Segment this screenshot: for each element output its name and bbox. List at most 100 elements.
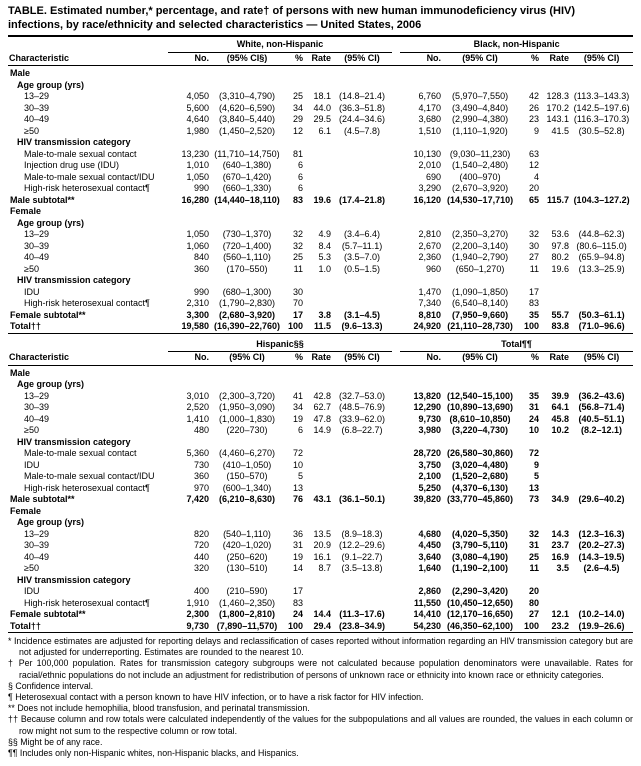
footnote-text: Heterosexual contact with a person known… xyxy=(15,692,424,703)
column-gap xyxy=(392,103,400,115)
ci-cell xyxy=(210,206,284,218)
no-cell xyxy=(168,437,210,449)
ci-cell: (104.3–127.2) xyxy=(573,194,630,205)
no-cell: 12,290 xyxy=(413,402,441,412)
column-gap xyxy=(392,494,400,506)
no-cell: 5,250 xyxy=(418,482,441,493)
col-header-ci: (95% CI) xyxy=(442,351,518,366)
row-label: IDU xyxy=(24,586,40,596)
rate-cell: 39.9 xyxy=(551,390,569,401)
no-cell xyxy=(168,379,210,391)
ci-cell: (14.3–19.5) xyxy=(578,551,625,562)
ci-cell: (4.5–7.8) xyxy=(344,125,381,136)
table-row: Male-to-male sexual contact/IDU 1,050 (670… xyxy=(8,172,633,184)
col-header-percent: % xyxy=(518,351,540,366)
ci-cell xyxy=(210,575,284,587)
row-label: Male-to-male sexual contact xyxy=(24,148,137,159)
no-cell xyxy=(168,80,210,92)
table-row: HIV transmission category xyxy=(8,137,633,149)
percent-cell: 83 xyxy=(292,194,303,205)
ci-cell xyxy=(332,183,392,195)
table-row: HIV transmission category xyxy=(8,437,633,449)
column-gap xyxy=(392,91,400,103)
ci-cell: (8,610–10,850) xyxy=(449,413,511,424)
ci-cell: (1,950–3,090) xyxy=(218,402,276,412)
no-cell: 1,410 xyxy=(186,413,209,424)
footnote-text: Might be of any race. xyxy=(20,736,103,747)
rate-cell xyxy=(304,437,332,449)
no-cell: 1,470 xyxy=(418,286,442,297)
table-panel-hispanic-total: Hispanic§§ Total¶¶ Characteristic No. (95% C… xyxy=(8,336,634,633)
col-header-percent: % xyxy=(284,52,304,66)
ci-cell: (730–1,370) xyxy=(222,229,272,239)
ci-cell: (9,030–11,230) xyxy=(449,148,511,159)
no-cell xyxy=(400,275,442,287)
footnote: §§ Might be of any race. xyxy=(8,737,633,748)
rate-cell: 83.8 xyxy=(551,321,570,331)
footnote: †† Because column and row totals were ca… xyxy=(8,714,633,736)
no-cell: 3,010 xyxy=(186,390,209,401)
no-cell: 320 xyxy=(193,563,209,573)
ci-cell: (11,710–14,750) xyxy=(214,148,280,159)
table-row: ≥50 320 (130–510) 14 8.7 (3.5–13.8) 1,640 (1,19… xyxy=(8,563,633,575)
table-row: Age group (yrs) xyxy=(8,517,633,529)
ci-cell xyxy=(210,506,284,518)
no-cell: 1,060 xyxy=(186,240,209,251)
percent-cell: 13 xyxy=(292,482,303,493)
ci-cell: (3.5–13.8) xyxy=(341,563,383,573)
no-cell xyxy=(400,575,442,587)
no-cell: 3,290 xyxy=(418,183,442,193)
column-gap xyxy=(392,321,400,333)
ci-cell: (3,080–4,190) xyxy=(451,551,509,562)
rate-cell xyxy=(540,575,570,587)
row-label: Age group (yrs) xyxy=(17,79,85,90)
ci-cell: (3.5–7.0) xyxy=(344,252,381,262)
column-gap xyxy=(392,540,400,552)
col-header-no: No. xyxy=(400,351,442,366)
ci-cell: (1,460–2,350) xyxy=(218,597,276,608)
no-cell: 840 xyxy=(193,252,209,262)
column-gap xyxy=(392,195,400,207)
no-cell: 1,050 xyxy=(186,229,209,239)
column-gap xyxy=(392,506,400,518)
percent-cell: 41 xyxy=(292,390,303,401)
row-label: 30–39 xyxy=(24,540,50,550)
column-gap xyxy=(392,529,400,541)
ci-cell: (3,220–4,730) xyxy=(451,425,509,435)
rate-cell xyxy=(304,598,332,610)
ci-cell xyxy=(332,586,392,598)
rate-cell xyxy=(540,517,570,529)
table-row: Female subtotal** 3,300 (2,680–3,920) 17 3.8… xyxy=(8,310,633,322)
ci-cell: (2,290–3,420) xyxy=(451,586,509,596)
column-gap xyxy=(392,218,400,230)
ci-cell: (150–570) xyxy=(226,471,268,481)
rate-cell: 41.5 xyxy=(551,125,570,136)
rate-cell: 8.4 xyxy=(318,240,331,251)
percent-cell xyxy=(284,275,304,287)
no-cell: 400 xyxy=(193,586,209,596)
ci-cell: (1,190–2,100) xyxy=(451,563,509,573)
no-cell xyxy=(400,437,442,449)
ci-cell: (1,520–2,680) xyxy=(451,471,509,481)
no-cell: 7,340 xyxy=(418,298,442,308)
ci-cell xyxy=(210,437,284,449)
rate-cell xyxy=(540,172,570,184)
row-label: ≥50 xyxy=(24,263,39,274)
row-label: Male-to-male sexual contact/IDU xyxy=(24,171,155,182)
table-row: Male subtotal** 16,280 (14,440–18,110) 83 19… xyxy=(8,195,633,207)
percent-cell: 20 xyxy=(528,586,539,596)
col-header-rate: Rate xyxy=(540,52,571,66)
rate-cell xyxy=(304,460,332,472)
ci-cell: (13.3–25.9) xyxy=(578,263,625,274)
table-row: Male xyxy=(8,66,633,80)
no-cell: 720 xyxy=(193,540,209,550)
ci-cell: (3,020–4,480) xyxy=(451,459,509,470)
column-gap xyxy=(392,172,400,184)
ci-cell xyxy=(570,483,633,495)
ci-cell: (3,840–5,440) xyxy=(218,114,276,124)
col-header-no: No. xyxy=(168,351,210,366)
ci-cell: (14,440–18,110) xyxy=(214,194,280,205)
percent-cell: 9 xyxy=(534,125,540,136)
row-label: 40–49 xyxy=(24,252,50,262)
rate-cell: 80.2 xyxy=(551,252,570,262)
